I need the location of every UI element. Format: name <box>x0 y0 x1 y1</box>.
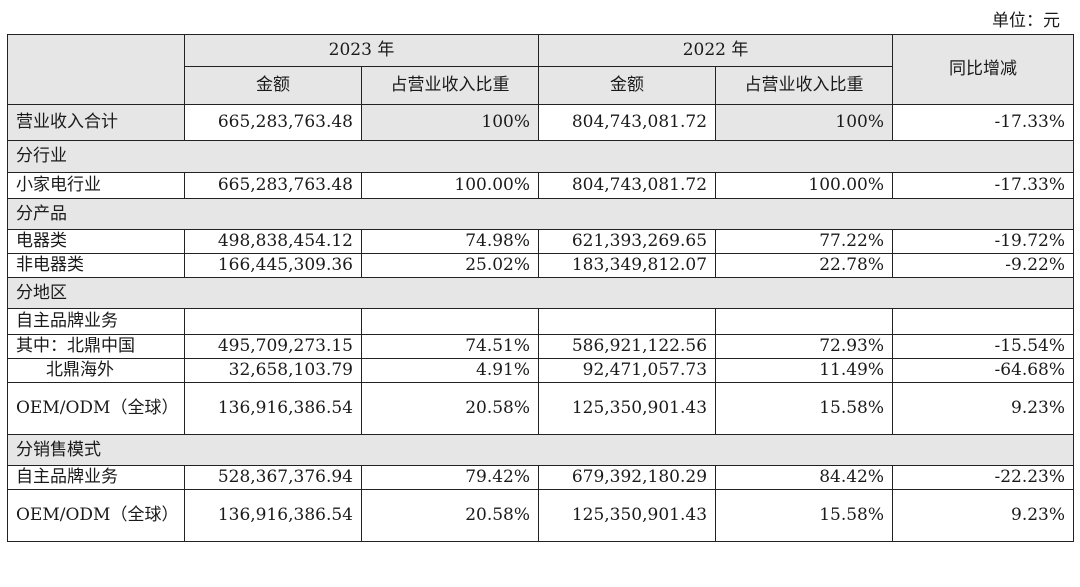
share-2023: 100% <box>360 104 540 141</box>
row-label: OEM/ODM（全球） <box>7 382 185 435</box>
amount-2023: 136,916,386.54 <box>184 382 362 435</box>
header-amount-2023: 金额 <box>184 66 362 105</box>
section-row: 分销售模式 <box>6 434 1075 466</box>
share-2023: 25.02% <box>360 253 540 278</box>
yoy-change: -17.33% <box>892 104 1075 141</box>
share-2023: 100.00% <box>360 172 540 199</box>
row-label: 其中：北鼎中国 <box>7 334 185 359</box>
section-row: 分行业 <box>6 140 1075 173</box>
amount-2023: 495,709,273.15 <box>184 334 362 359</box>
share-2022: 100.00% <box>715 172 894 199</box>
share-2022: 72.93% <box>715 334 894 359</box>
table-row: 北鼎海外 32,658,103.79 4.91% 92,471,057.73 1… <box>7 358 1075 383</box>
share-2023: 4.91% <box>360 358 540 383</box>
yoy-change <box>892 308 1075 335</box>
table-row: OEM/ODM（全球） 136,916,386.54 20.58% 125,35… <box>7 489 1075 542</box>
yoy-change: -9.22% <box>892 253 1075 278</box>
yoy-change: -15.54% <box>892 334 1075 359</box>
row-label: 非电器类 <box>7 253 185 278</box>
amount-2022: 804,743,081.72 <box>538 104 717 141</box>
header-year-2022: 2022 年 <box>538 34 894 67</box>
share-2022: 11.49% <box>715 358 894 383</box>
header-share-2023: 占营业收入比重 <box>360 66 540 105</box>
row-label: 北鼎海外 <box>7 358 185 383</box>
table-row: 自主品牌业务 528,367,376.94 79.42% 679,392,180… <box>7 465 1075 490</box>
share-2022 <box>715 308 894 335</box>
share-2022: 84.42% <box>715 465 894 490</box>
header-blank <box>7 34 185 105</box>
table-row: 营业收入合计 665,283,763.48 100% 804,743,081.7… <box>7 104 1075 141</box>
row-label: OEM/ODM（全球） <box>7 489 185 542</box>
amount-2023: 136,916,386.54 <box>184 489 362 542</box>
unit-label: 单位：元 <box>992 11 1060 31</box>
section-row: 分地区 <box>6 277 1075 309</box>
share-2022: 15.58% <box>715 489 894 542</box>
amount-2022: 804,743,081.72 <box>538 172 717 199</box>
share-2023 <box>360 308 540 335</box>
amount-2022 <box>538 308 717 335</box>
amount-2023: 32,658,103.79 <box>184 358 362 383</box>
amount-2022: 621,393,269.65 <box>538 229 717 254</box>
header-year-2023: 2023 年 <box>183 34 540 67</box>
table-row: 自主品牌业务 <box>7 308 1075 335</box>
share-2023: 74.98% <box>360 229 540 254</box>
table-row: 电器类 498,838,454.12 74.98% 621,393,269.65… <box>7 229 1075 254</box>
amount-2023: 166,445,309.36 <box>184 253 362 278</box>
section-label: 分销售模式 <box>6 434 1075 466</box>
header-share-2022: 占营业收入比重 <box>715 66 894 105</box>
share-2023: 79.42% <box>360 465 540 490</box>
row-label: 自主品牌业务 <box>7 308 185 335</box>
yoy-change: -64.68% <box>892 358 1075 383</box>
row-label: 自主品牌业务 <box>7 465 185 490</box>
amount-2022: 586,921,122.56 <box>538 334 717 359</box>
revenue-breakdown-table: 2023 年 2022 年 同比增减 金额 占营业收入比重 金额 占营业收入比重… <box>6 34 1075 542</box>
yoy-change: 9.23% <box>892 489 1075 542</box>
row-label: 小家电行业 <box>7 172 185 199</box>
table-row: 其中：北鼎中国 495,709,273.15 74.51% 586,921,12… <box>7 334 1075 359</box>
amount-2022: 183,349,812.07 <box>538 253 717 278</box>
header-yoy: 同比增减 <box>892 34 1075 105</box>
table-row: OEM/ODM（全球） 136,916,386.54 20.58% 125,35… <box>7 382 1075 435</box>
share-2023: 20.58% <box>360 489 540 542</box>
row-label: 电器类 <box>7 229 185 254</box>
amount-2022: 125,350,901.43 <box>538 382 717 435</box>
section-label: 分地区 <box>6 277 1075 309</box>
amount-2023: 665,283,763.48 <box>184 172 362 199</box>
section-label: 分行业 <box>6 140 1075 173</box>
share-2023: 74.51% <box>360 334 540 359</box>
amount-2022: 92,471,057.73 <box>538 358 717 383</box>
amount-2022: 125,350,901.43 <box>538 489 717 542</box>
amount-2022: 679,392,180.29 <box>538 465 717 490</box>
amount-2023: 528,367,376.94 <box>184 465 362 490</box>
amount-2023: 498,838,454.12 <box>184 229 362 254</box>
row-label: 营业收入合计 <box>7 104 185 141</box>
share-2022: 15.58% <box>715 382 894 435</box>
share-2023: 20.58% <box>360 382 540 435</box>
section-label: 分产品 <box>6 198 1075 230</box>
yoy-change: -19.72% <box>892 229 1075 254</box>
share-2022: 22.78% <box>715 253 894 278</box>
yoy-change: 9.23% <box>892 382 1075 435</box>
table-row: 非电器类 166,445,309.36 25.02% 183,349,812.0… <box>7 253 1075 278</box>
yoy-change: -22.23% <box>892 465 1075 490</box>
amount-2023 <box>184 308 362 335</box>
amount-2023: 665,283,763.48 <box>184 104 362 141</box>
header-amount-2022: 金额 <box>538 66 717 105</box>
section-row: 分产品 <box>6 198 1075 230</box>
yoy-change: -17.33% <box>892 172 1075 199</box>
share-2022: 100% <box>715 104 894 141</box>
share-2022: 77.22% <box>715 229 894 254</box>
table-row: 小家电行业 665,283,763.48 100.00% 804,743,081… <box>7 172 1075 199</box>
